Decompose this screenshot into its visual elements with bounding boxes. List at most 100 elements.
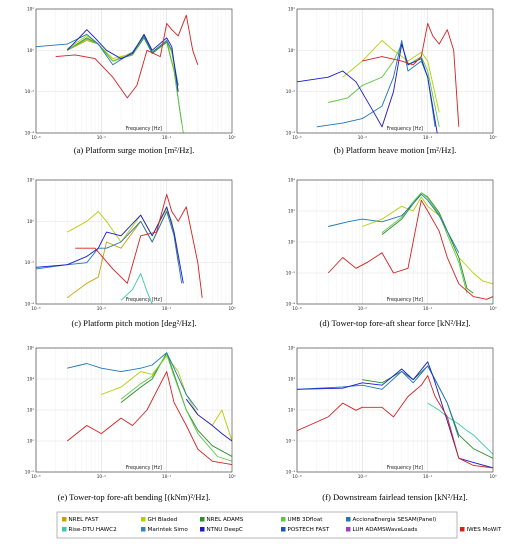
plot-frame bbox=[35, 179, 233, 305]
y-tick-label: 10⁻⁴ bbox=[25, 131, 35, 136]
y-tick-label: 10⁴ bbox=[288, 178, 295, 183]
y-tick-label: 10⁻⁴ bbox=[286, 302, 296, 307]
series-line bbox=[120, 352, 232, 457]
x-tick-label: 10⁻¹ bbox=[423, 306, 433, 311]
chart-panel: 10⁻⁴ 10⁻² 10⁰ 10² 10⁴ 10⁻³ 10⁻² 10⁻¹ 10⁰ Frequenc… bbox=[286, 178, 497, 329]
legend-label: UMB 3Dfloat bbox=[288, 517, 324, 523]
legend: NREL FAST GH Bladed NREL ADAMS UMB 3Dfloat A… bbox=[56, 511, 502, 539]
x-tick-label: 10⁻¹ bbox=[162, 474, 172, 479]
x-tick-label: 10⁰ bbox=[228, 306, 235, 311]
x-axis-label: Frequency [Hz] bbox=[126, 126, 162, 132]
panel-caption: (e) Tower-top fore-aft bending [(kNm)²/H… bbox=[58, 492, 211, 502]
x-tick-label: 10⁻³ bbox=[31, 135, 41, 140]
series-line bbox=[75, 193, 203, 298]
x-tick-label: 10⁰ bbox=[489, 135, 496, 140]
y-tick-label: 10⁻⁴ bbox=[286, 131, 296, 136]
series-line bbox=[381, 192, 474, 294]
y-tick-label: 10⁰ bbox=[27, 439, 34, 444]
panel-caption: (c) Platform pitch motion [deg²/Hz]. bbox=[71, 318, 196, 328]
legend-item: AccionaEnergia SESAM(Panel) bbox=[346, 517, 436, 523]
chart-panel: 10⁻⁴ 10⁻² 10⁰ 10² 10⁻³ 10⁻² 10⁻¹ 10⁰ Frequency [… bbox=[25, 178, 236, 329]
series-line bbox=[55, 14, 199, 99]
legend-label: AccionaEnergia SESAM(Panel) bbox=[353, 517, 437, 523]
y-tick-label: 10⁻² bbox=[25, 470, 35, 475]
x-axis-label: Frequency [Hz] bbox=[126, 297, 162, 303]
chart-panel: 10⁻⁴ 10⁻² 10⁰ 10² 10⁻³ 10⁻² 10⁻¹ 10⁰ Frequency [… bbox=[286, 7, 497, 156]
legend-swatch bbox=[346, 517, 351, 522]
series-line bbox=[297, 375, 493, 469]
plot-area bbox=[36, 180, 232, 304]
legend-label: NTNU DeepC bbox=[207, 527, 243, 533]
legend-swatch bbox=[141, 517, 146, 522]
panel-caption: (f) Downstream fairlead tension [kN²/Hz]… bbox=[322, 492, 468, 502]
y-tick-label: 10² bbox=[27, 178, 34, 183]
y-tick-label: 10³ bbox=[288, 377, 295, 382]
plot-frame bbox=[35, 8, 233, 134]
series-line bbox=[36, 211, 183, 284]
y-tick-label: 10² bbox=[288, 7, 295, 12]
x-tick-label: 10⁻³ bbox=[31, 306, 41, 311]
x-tick-label: 10⁰ bbox=[489, 306, 496, 311]
x-tick-label: 10⁻² bbox=[97, 135, 107, 140]
legend-item: Marintek Simo bbox=[141, 527, 188, 533]
legend-swatch bbox=[200, 527, 205, 532]
y-tick-label: 10⁻² bbox=[25, 89, 35, 94]
legend-swatch bbox=[200, 517, 205, 522]
series-line bbox=[297, 365, 460, 439]
x-tick-label: 10⁰ bbox=[489, 474, 496, 479]
y-tick-label: 10⁻³ bbox=[286, 470, 296, 475]
y-tick-label: 10⁻² bbox=[286, 89, 296, 94]
x-tick-label: 10⁻² bbox=[97, 474, 107, 479]
y-tick-label: 10¹ bbox=[288, 408, 295, 413]
plot-frame bbox=[296, 8, 494, 134]
plot-area bbox=[36, 9, 232, 133]
legend-item: NREL ADAMS bbox=[200, 517, 244, 523]
legend-item: NTNU DeepC bbox=[200, 527, 243, 533]
panel-caption: (a) Platform surge motion [m²/Hz]. bbox=[74, 145, 195, 155]
series-line bbox=[328, 43, 440, 127]
plot-frame bbox=[296, 347, 494, 473]
series-line bbox=[66, 35, 184, 133]
x-tick-label: 10⁻¹ bbox=[162, 135, 172, 140]
x-tick-label: 10⁰ bbox=[228, 135, 235, 140]
series-line bbox=[427, 402, 493, 455]
series-line bbox=[328, 193, 460, 254]
legend-item: GH Bladed bbox=[141, 517, 178, 523]
series-line bbox=[101, 355, 232, 442]
series-line bbox=[36, 33, 179, 86]
legend-item: POSTECH FAST bbox=[281, 527, 330, 533]
y-tick-label: 10⁵ bbox=[288, 346, 295, 351]
y-tick-label: 10² bbox=[288, 209, 295, 214]
x-tick-label: 10⁻¹ bbox=[423, 474, 433, 479]
chart-panel: 10⁻³ 10⁻¹ 10¹ 10³ 10⁵ 10⁻³ 10⁻² 10⁻¹ 10⁰ Frequenc… bbox=[286, 346, 497, 503]
legend-swatch bbox=[281, 517, 286, 522]
legend-swatch bbox=[141, 527, 146, 532]
series-line bbox=[327, 199, 493, 300]
series-line bbox=[66, 29, 179, 92]
chart-panel: 10⁻⁴ 10⁻² 10⁰ 10² 10⁻³ 10⁻² 10⁻¹ 10⁰ Frequency [… bbox=[25, 7, 236, 156]
legend-swatch bbox=[281, 527, 286, 532]
panel-caption: (d) Tower-top fore-aft shear force [kN²/… bbox=[319, 318, 470, 328]
x-tick-label: 10⁻¹ bbox=[423, 135, 433, 140]
series-line bbox=[67, 352, 199, 411]
x-tick-label: 10⁻³ bbox=[292, 135, 302, 140]
x-tick-label: 10⁻³ bbox=[31, 474, 41, 479]
y-tick-label: 10² bbox=[27, 7, 34, 12]
x-axis-label: Frequency [Hz] bbox=[387, 126, 423, 132]
y-tick-label: 10⁰ bbox=[288, 48, 295, 53]
y-tick-label: 10⁴ bbox=[27, 377, 34, 382]
legend-label: Marintek Simo bbox=[148, 527, 189, 533]
legend-swatch bbox=[62, 517, 67, 522]
y-tick-label: 10⁻² bbox=[25, 260, 35, 265]
legend-label: NREL FAST bbox=[69, 517, 100, 523]
legend-label: IWES MoWiT bbox=[467, 527, 502, 533]
series-line bbox=[297, 43, 438, 133]
x-tick-label: 10⁻² bbox=[358, 474, 368, 479]
legend-item: Rise-DTU HAWC2 bbox=[62, 527, 117, 533]
x-tick-label: 10⁰ bbox=[228, 474, 235, 479]
legend-label: GH Bladed bbox=[148, 517, 178, 523]
legend-box bbox=[56, 511, 458, 539]
plot-frame bbox=[35, 347, 233, 473]
